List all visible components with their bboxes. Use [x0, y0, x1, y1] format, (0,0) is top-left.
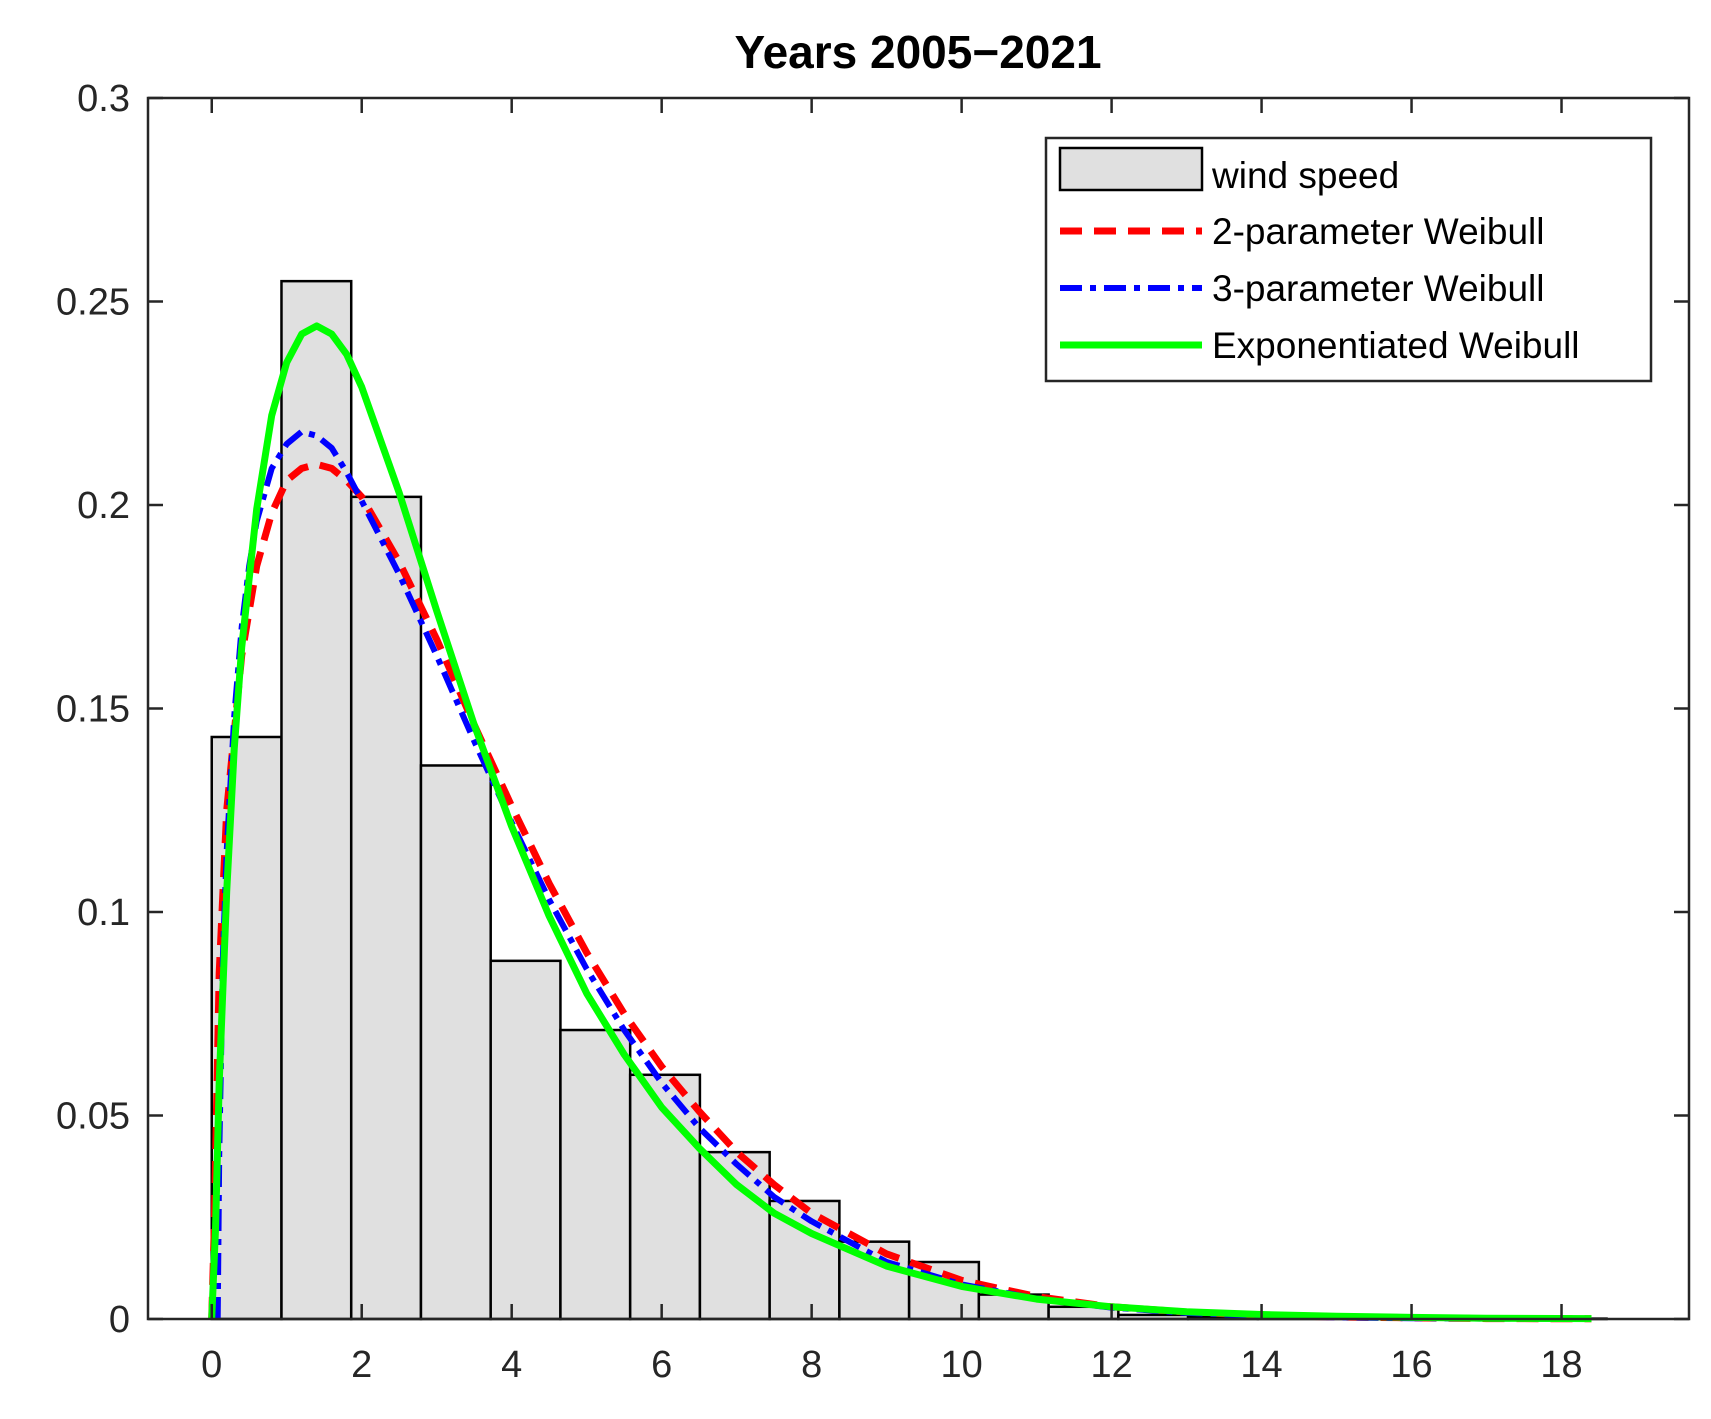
histogram-bar [280, 279, 353, 1321]
plot-frame [146, 96, 1691, 1321]
x-tick-label: 2 [351, 1344, 372, 1386]
y-tick-label: 0 [109, 1299, 130, 1341]
y-tick-labels: 0 0.05 0.1 0.15 0.2 0.25 0.3 [56, 78, 130, 1341]
histogram-bar [489, 959, 562, 1321]
series-line-2-parameter-weibull [208, 460, 1592, 1323]
histogram-bar [698, 1150, 771, 1321]
chart-title: Years 2005−2021 [734, 26, 1101, 78]
legend-label-2-parameter-weibull: 2-parameter Weibull [1212, 211, 1544, 252]
y-tick-label: 0.25 [56, 282, 130, 324]
y-tick-label: 0.2 [77, 485, 130, 527]
x-tick-label: 12 [1090, 1344, 1132, 1386]
histogram-bar [559, 1028, 632, 1321]
histogram-bar [349, 495, 423, 1321]
x-tick-label: 4 [501, 1344, 522, 1386]
x-tick-label: 18 [1540, 1344, 1582, 1386]
y-tick-label: 0.3 [77, 78, 130, 120]
x-tick-label: 0 [201, 1344, 222, 1386]
histogram-bar [419, 764, 492, 1321]
y-tick-label: 0.05 [56, 1096, 130, 1138]
x-tick-label: 14 [1240, 1344, 1282, 1386]
legend: wind speed 2-parameter Weibull 3-paramet… [1044, 136, 1653, 383]
histogram-bar [838, 1240, 911, 1321]
legend-label-wind-speed: wind speed [1211, 155, 1399, 196]
legend-label-exponentiated-weibull: Exponentiated Weibull [1212, 325, 1580, 366]
x-tick-label: 8 [801, 1344, 822, 1386]
x-tick-label: 6 [651, 1344, 672, 1386]
legend-label-3-parameter-weibull: 3-parameter Weibull [1212, 268, 1544, 309]
y-tick-label: 0.15 [56, 689, 130, 731]
y-tick-label: 0.1 [77, 892, 130, 934]
x-tick-label: 16 [1390, 1344, 1432, 1386]
x-tick-labels: 0 2 4 6 8 10 12 14 16 18 [201, 1344, 1582, 1386]
x-tick-label: 10 [940, 1344, 982, 1386]
legend-swatch-wind-speed [1058, 146, 1204, 192]
series-line-exponentiated-weibull [208, 322, 1592, 1323]
